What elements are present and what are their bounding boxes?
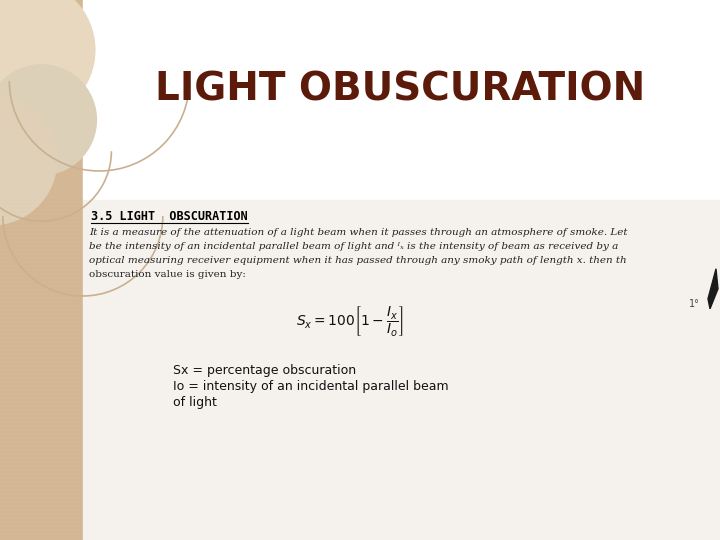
Text: It is a measure of the attenuation of a light beam when it passes through an atm: It is a measure of the attenuation of a …	[89, 228, 627, 237]
Text: 1°: 1°	[689, 299, 700, 309]
Text: $S_x = 100\left[1 - \dfrac{I_x}{I_o}\right]$: $S_x = 100\left[1 - \dfrac{I_x}{I_o}\rig…	[296, 304, 404, 338]
Text: 3.5 LIGHT  OBSCURATION: 3.5 LIGHT OBSCURATION	[91, 210, 248, 223]
Text: Sx = percentage obscuration: Sx = percentage obscuration	[173, 364, 356, 377]
Text: be the intensity of an incidental parallel beam of light and ᴵₓ is the intensity: be the intensity of an incidental parall…	[89, 242, 618, 251]
Circle shape	[0, 65, 96, 175]
Circle shape	[0, 0, 95, 120]
Text: obscuration value is given by:: obscuration value is given by:	[89, 270, 246, 279]
Bar	[0, 0, 83, 200]
Bar	[83, 200, 720, 540]
Text: Io = intensity of an incidental parallel beam: Io = intensity of an incidental parallel…	[173, 380, 449, 393]
Bar	[83, 0, 720, 200]
Text: optical measuring receiver equipment when it has passed through any smoky path o: optical measuring receiver equipment whe…	[89, 256, 626, 265]
Bar	[0, 200, 83, 540]
Text: of light: of light	[173, 396, 217, 409]
Text: LIGHT OBUSCURATION: LIGHT OBUSCURATION	[155, 71, 645, 109]
Circle shape	[0, 95, 57, 225]
Polygon shape	[708, 269, 718, 309]
